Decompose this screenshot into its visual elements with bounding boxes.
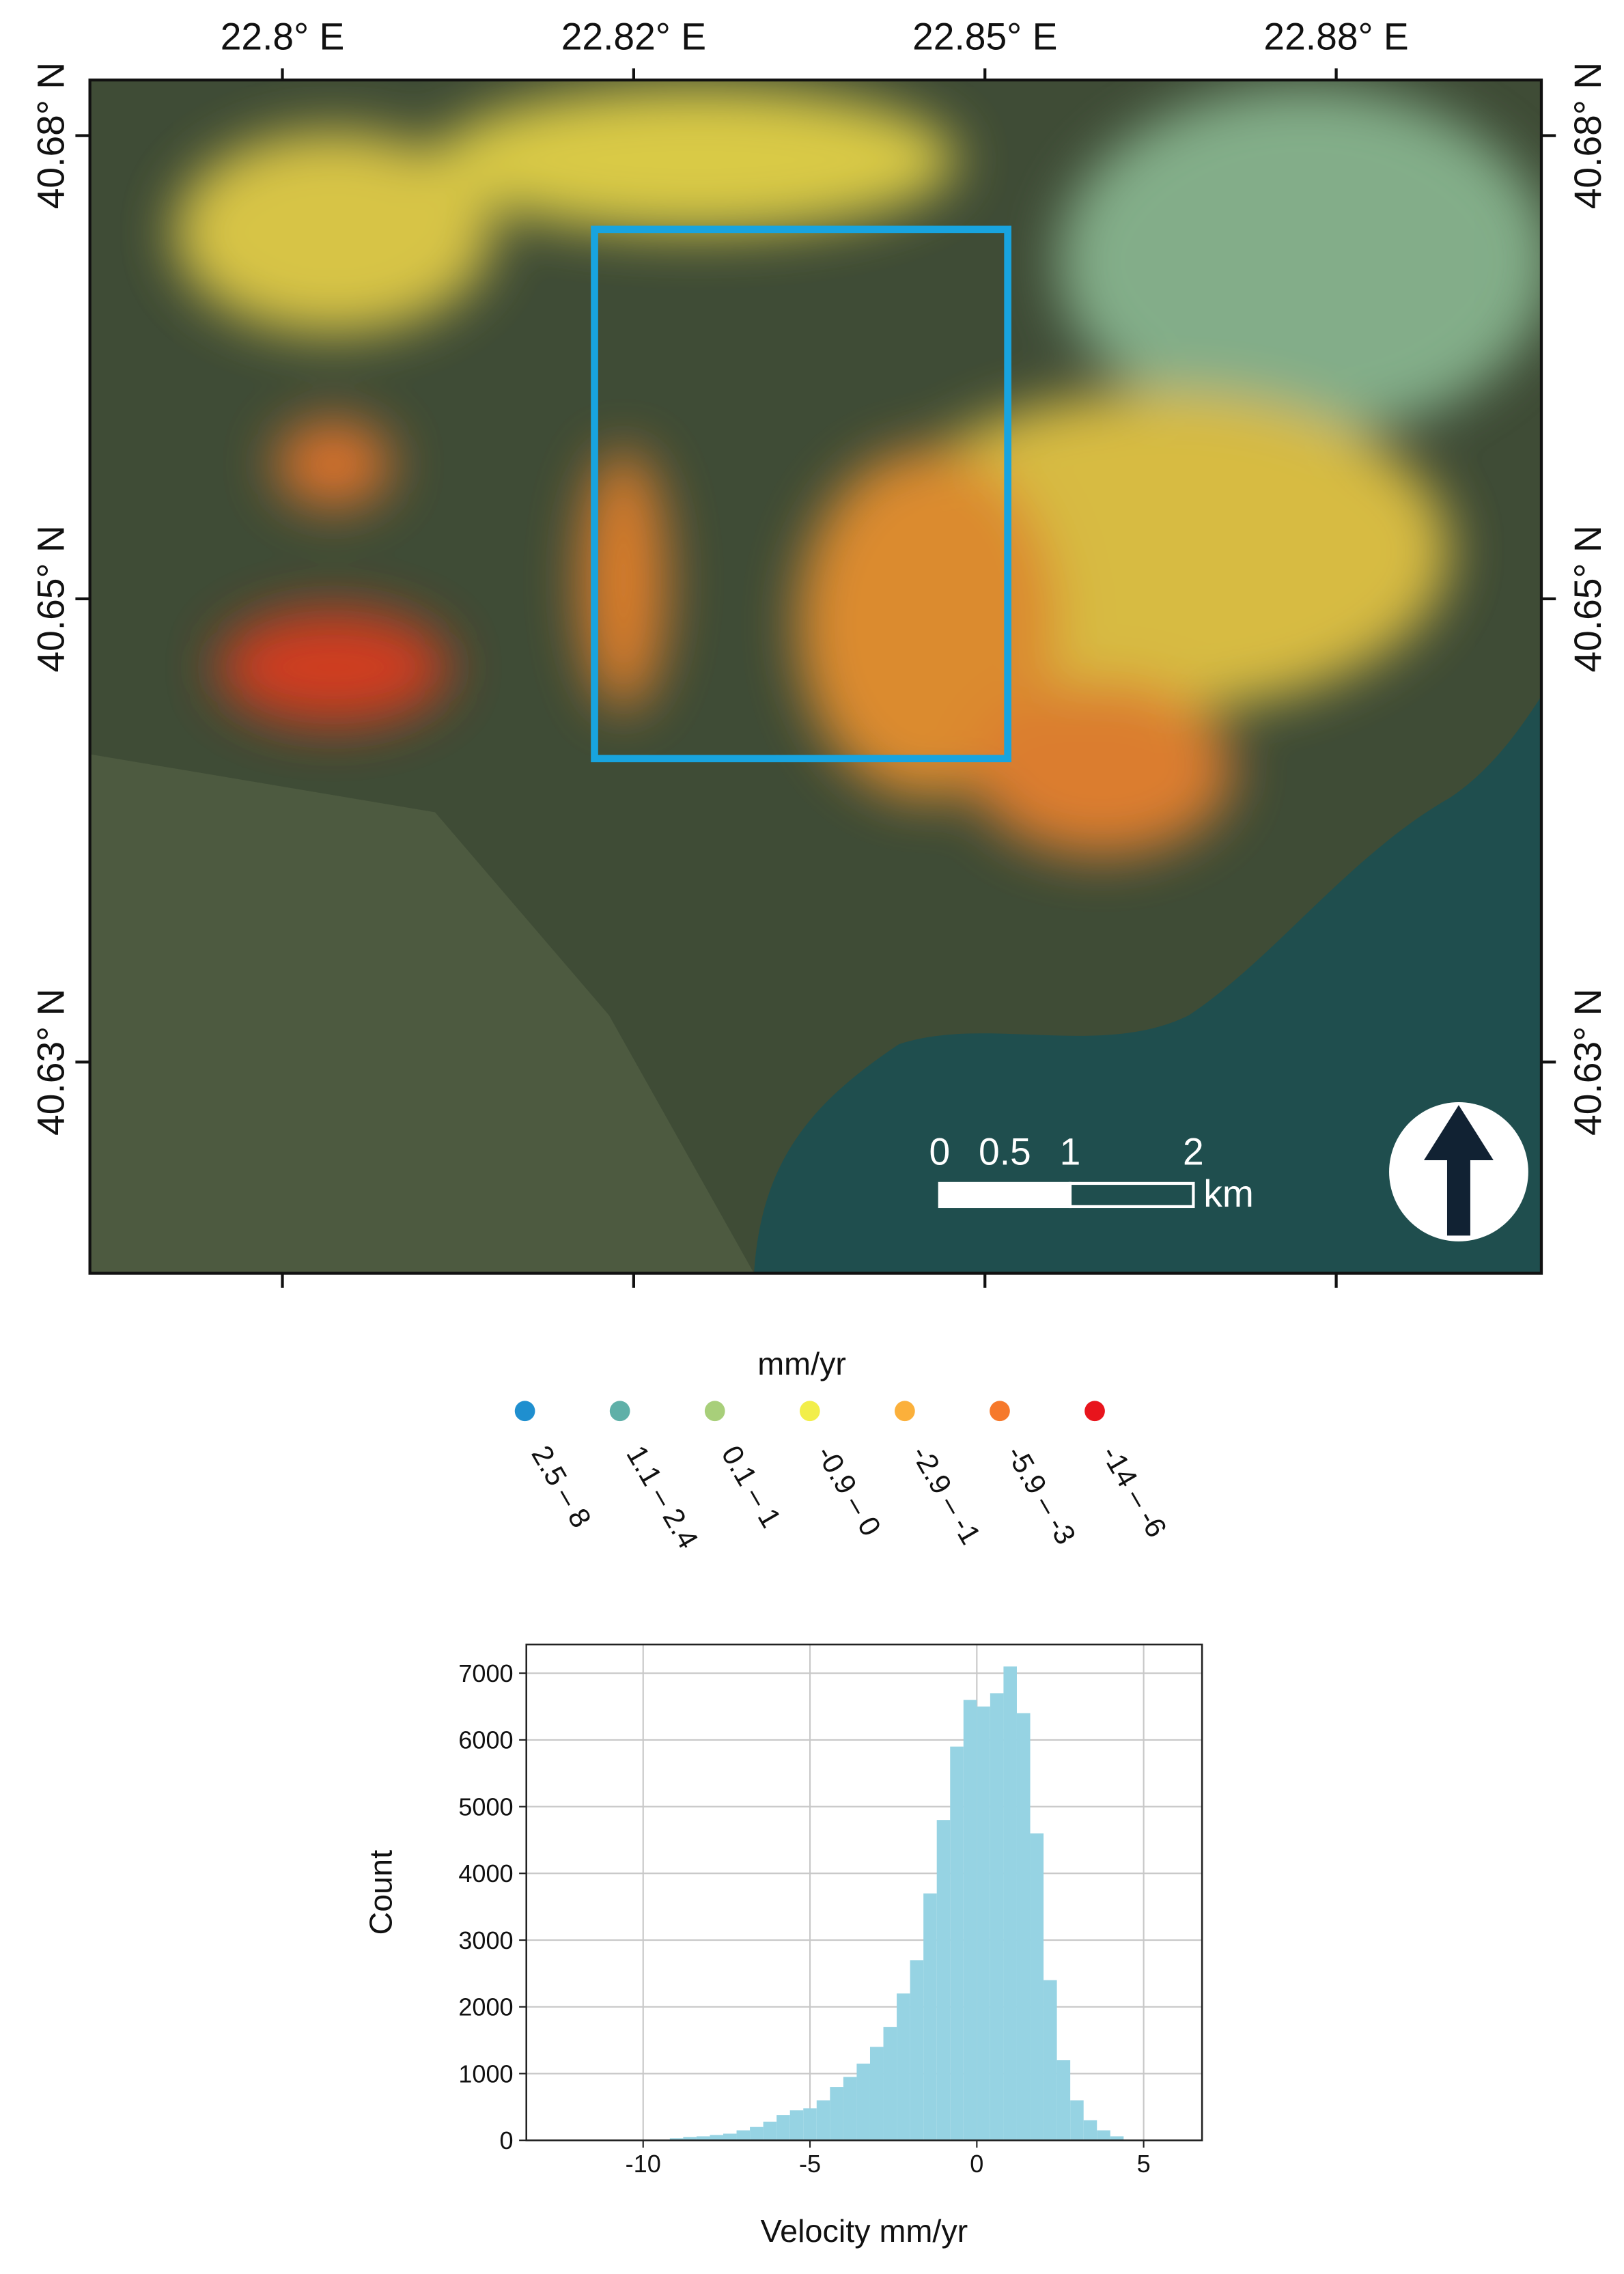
legend-swatch — [799, 1401, 820, 1422]
x-tick-label: -10 — [626, 2150, 661, 2178]
bar — [683, 2137, 697, 2141]
legend-label: -0.9 – 0 — [811, 1440, 888, 1541]
bar — [669, 2138, 684, 2141]
scale-label: 1 — [1060, 1130, 1081, 1173]
hist-frame — [525, 1643, 1203, 2142]
legend-label: 0.1 – 1 — [715, 1440, 787, 1533]
legend-swatch — [609, 1401, 630, 1422]
bar — [723, 2133, 737, 2141]
x-tick-label: 5 — [1137, 2150, 1151, 2178]
bar — [963, 1700, 977, 2141]
scale-bar-labels: 0 0.5 1 2 km — [929, 1130, 1253, 1215]
bar — [883, 2027, 897, 2141]
histogram — [526, 1644, 1203, 2142]
bar — [869, 2047, 884, 2141]
y-axis-label: Count — [363, 1850, 398, 1935]
bar — [1110, 2136, 1124, 2141]
x-tick-label: 22.85° E — [912, 16, 1057, 58]
bar — [923, 1893, 937, 2141]
legend-swatch — [990, 1401, 1010, 1422]
north-arrow — [1389, 1102, 1528, 1241]
y-tick-label: 40.63° N — [29, 989, 72, 1136]
bar — [910, 1960, 924, 2141]
bar — [736, 2130, 751, 2141]
y-tick-label: 7000 — [458, 1659, 513, 1687]
legend-swatch — [895, 1401, 915, 1422]
x-tick-label: 22.8° E — [221, 16, 345, 58]
bar — [710, 2135, 724, 2141]
scale-bar-filled — [938, 1181, 1072, 1209]
bar — [696, 2136, 710, 2141]
scale-label: 2 — [1183, 1130, 1204, 1173]
y-tick-label: 5000 — [458, 1793, 513, 1821]
x-tick-label: -5 — [799, 2150, 821, 2178]
bar — [750, 2126, 764, 2141]
bar — [990, 1693, 1004, 2141]
y-tick-label: 3000 — [458, 1926, 513, 1954]
bar — [763, 2121, 777, 2141]
sea — [754, 696, 1541, 1274]
bar — [776, 2115, 790, 2141]
bar — [936, 1820, 951, 2141]
fields — [89, 754, 755, 1274]
scale-unit: km — [1203, 1173, 1254, 1215]
legend-label: 1.1 – 2.4 — [620, 1440, 704, 1554]
scale-label: 0.5 — [979, 1130, 1031, 1173]
y-tick-label: 0 — [500, 2126, 514, 2154]
bar — [1083, 2120, 1097, 2141]
bar — [1097, 2130, 1110, 2141]
bar — [1056, 2060, 1071, 2141]
bar — [1030, 1833, 1044, 2141]
legend-swatch — [704, 1401, 725, 1422]
bar — [830, 2087, 843, 2141]
scale-label: 0 — [929, 1130, 950, 1173]
bar — [803, 2108, 817, 2141]
map-frame — [88, 79, 1543, 1275]
bar — [843, 2077, 857, 2141]
y-tick-label: 40.68° N — [1567, 62, 1609, 209]
y-tick-label: 4000 — [458, 1859, 513, 1887]
bar — [789, 2110, 804, 2141]
legend-swatch — [1084, 1401, 1105, 1422]
y-tick-label: 1000 — [458, 2060, 513, 2088]
bar — [1016, 1713, 1031, 2141]
bar — [1044, 1980, 1057, 2141]
bar — [977, 1707, 990, 2141]
x-tick-label: 22.82° E — [561, 16, 706, 58]
legend-label: 2.5 – 8 — [525, 1440, 598, 1533]
y-tick-label: 40.63° N — [1567, 989, 1609, 1136]
x-tick-label: 0 — [970, 2150, 983, 2178]
legend-title: mm/yr — [757, 1346, 846, 1381]
legend-swatch — [514, 1401, 535, 1422]
x-tick-label: 22.88° E — [1263, 16, 1408, 58]
y-tick-label: 40.68° N — [29, 62, 72, 209]
legend-label: -14 – -6 — [1095, 1440, 1173, 1543]
y-tick-label: 40.65° N — [29, 525, 72, 672]
y-tick-label: 40.65° N — [1567, 525, 1609, 672]
bar — [897, 1993, 910, 2141]
bar — [1003, 1666, 1017, 2141]
y-tick-label: 2000 — [458, 1993, 513, 2021]
map-image — [89, 80, 1541, 1274]
x-axis-label: Velocity mm/yr — [761, 2213, 968, 2249]
hist-bg — [526, 1644, 1203, 2141]
legend-label: -2.9 – -1 — [906, 1440, 988, 1549]
legend-label: -5.9 – -3 — [1000, 1440, 1082, 1549]
study-area-box — [591, 225, 1011, 763]
bar — [950, 1746, 964, 2141]
points-haze — [173, 87, 1541, 856]
bar — [816, 2100, 830, 2141]
bar — [1070, 2100, 1084, 2141]
y-tick-label: 6000 — [458, 1726, 513, 1754]
scale-bar-open — [1068, 1181, 1195, 1209]
bar — [856, 2063, 870, 2141]
